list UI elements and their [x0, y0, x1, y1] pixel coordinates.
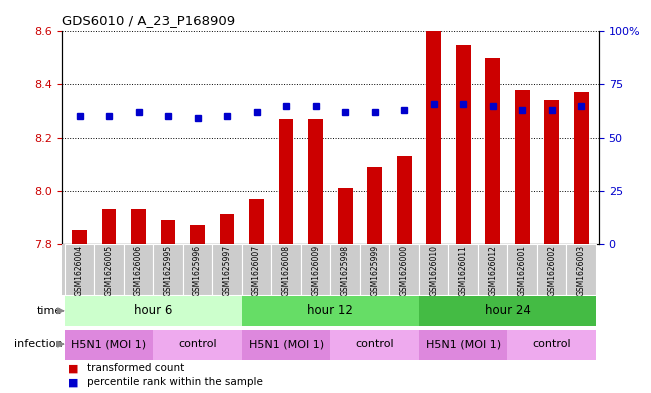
Bar — [419, 330, 507, 360]
Bar — [154, 330, 242, 360]
Text: control: control — [355, 339, 394, 349]
Bar — [279, 119, 294, 244]
Text: H5N1 (MOI 1): H5N1 (MOI 1) — [72, 339, 146, 349]
Bar — [478, 244, 507, 295]
Text: GSM1626005: GSM1626005 — [105, 245, 113, 296]
Bar — [212, 244, 242, 295]
Bar — [154, 244, 183, 295]
Text: GSM1626007: GSM1626007 — [252, 245, 261, 296]
Text: ■: ■ — [68, 363, 79, 373]
Text: GSM1626003: GSM1626003 — [577, 245, 586, 296]
Text: H5N1 (MOI 1): H5N1 (MOI 1) — [249, 339, 324, 349]
Bar — [102, 209, 117, 244]
Text: GSM1625999: GSM1625999 — [370, 245, 379, 296]
Text: GSM1625995: GSM1625995 — [163, 245, 173, 296]
Bar — [72, 230, 87, 244]
Bar — [183, 244, 212, 295]
Text: hour 12: hour 12 — [307, 304, 353, 317]
Text: GSM1626011: GSM1626011 — [459, 245, 467, 296]
Text: GSM1626010: GSM1626010 — [429, 245, 438, 296]
Bar — [396, 156, 411, 244]
Bar — [544, 100, 559, 244]
Text: GSM1626001: GSM1626001 — [518, 245, 527, 296]
Text: hour 24: hour 24 — [484, 304, 531, 317]
Bar — [220, 215, 234, 244]
Text: GSM1626012: GSM1626012 — [488, 245, 497, 296]
Bar — [301, 244, 330, 295]
Text: GSM1625998: GSM1625998 — [340, 245, 350, 296]
Bar — [190, 225, 205, 244]
Text: GSM1626006: GSM1626006 — [134, 245, 143, 296]
Bar — [485, 58, 500, 244]
Bar — [338, 188, 352, 244]
Text: infection: infection — [14, 339, 62, 349]
Bar — [132, 209, 146, 244]
Bar — [449, 244, 478, 295]
Bar — [537, 244, 566, 295]
Text: GSM1626004: GSM1626004 — [75, 245, 84, 296]
Text: GSM1626002: GSM1626002 — [547, 245, 556, 296]
Bar — [242, 330, 330, 360]
Text: time: time — [37, 306, 62, 316]
Bar — [65, 244, 94, 295]
Bar — [309, 119, 323, 244]
Bar — [330, 330, 419, 360]
Bar — [330, 244, 360, 295]
Text: GSM1626000: GSM1626000 — [400, 245, 409, 296]
Text: percentile rank within the sample: percentile rank within the sample — [87, 377, 262, 387]
Bar — [426, 31, 441, 244]
Text: H5N1 (MOI 1): H5N1 (MOI 1) — [426, 339, 501, 349]
Bar — [94, 244, 124, 295]
Bar — [419, 296, 596, 327]
Bar — [124, 244, 154, 295]
Bar — [161, 220, 176, 244]
Text: transformed count: transformed count — [87, 363, 184, 373]
Text: control: control — [533, 339, 571, 349]
Text: GSM1625997: GSM1625997 — [223, 245, 232, 296]
Bar — [566, 244, 596, 295]
Bar — [507, 244, 537, 295]
Text: GSM1626009: GSM1626009 — [311, 245, 320, 296]
Bar — [419, 244, 449, 295]
Bar — [242, 244, 271, 295]
Bar — [249, 198, 264, 244]
Bar — [389, 244, 419, 295]
Bar — [367, 167, 382, 244]
Bar — [574, 92, 589, 244]
Bar — [515, 90, 529, 244]
Bar — [242, 296, 419, 327]
Bar — [271, 244, 301, 295]
Text: GSM1626008: GSM1626008 — [282, 245, 290, 296]
Bar — [360, 244, 389, 295]
Text: GDS6010 / A_23_P168909: GDS6010 / A_23_P168909 — [62, 14, 235, 27]
Text: GSM1625996: GSM1625996 — [193, 245, 202, 296]
Text: hour 6: hour 6 — [134, 304, 173, 317]
Bar — [507, 330, 596, 360]
Text: control: control — [178, 339, 217, 349]
Bar — [65, 330, 154, 360]
Text: ■: ■ — [68, 377, 79, 387]
Bar — [456, 45, 471, 244]
Bar — [65, 296, 242, 327]
